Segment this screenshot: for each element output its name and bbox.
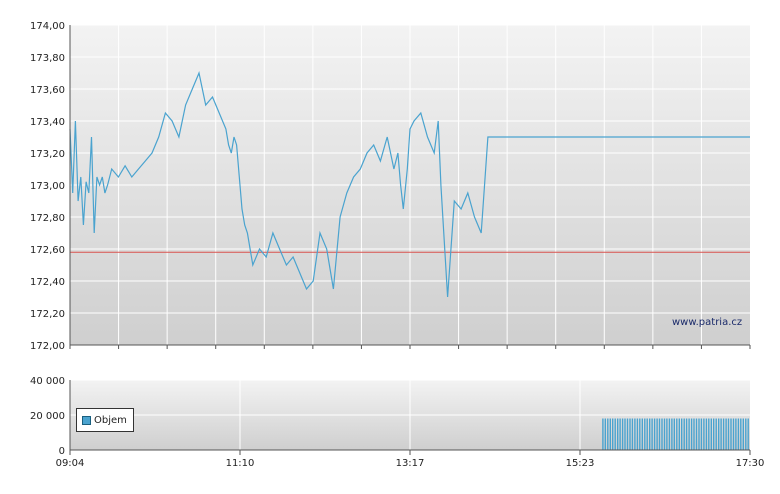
watermark: www.patria.cz [672,317,743,328]
volume-y-tick-label: 0 [59,446,65,457]
volume-bar [700,418,703,450]
volume-bar [685,418,688,450]
volume-bar [715,418,717,450]
volume-bar [720,418,722,450]
volume-bar [656,418,658,450]
volume-bar [639,418,641,450]
volume-bar [604,418,606,450]
volume-bar [612,418,614,450]
volume-bar [607,418,609,450]
price-y-tick-label: 172,20 [30,309,65,320]
price-y-tick-label: 172,00 [30,341,65,352]
price-y-tick-label: 173,00 [30,181,65,192]
volume-bar [690,418,693,450]
time-x-axis: 09:04 11:10 13:17 15:23 17:30 [56,450,765,469]
volume-bar [644,418,646,450]
time-x-tick-label: 15:23 [566,458,595,469]
volume-bar [725,418,727,450]
volume-bar [703,418,705,450]
volume-bar [688,418,690,450]
volume-bar [678,418,680,450]
volume-bar [698,418,700,450]
volume-bar [641,418,643,450]
price-y-tick-label: 173,60 [30,85,65,96]
volume-y-tick-label: 40 000 [30,376,65,387]
volume-bar [708,418,710,450]
volume-y-tick-label: 20 000 [30,411,65,422]
time-x-tick-label: 09:04 [56,458,85,469]
volume-bar [681,418,683,450]
volume-bar [617,418,619,450]
volume-bar [730,418,732,450]
volume-bar [683,418,685,450]
volume-bar [646,418,648,450]
price-y-tick-label: 174,00 [30,21,65,32]
volume-bar [727,418,730,450]
price-y-tick-label: 172,80 [30,213,65,224]
volume-bar [651,418,653,450]
volume-bar [737,418,740,450]
time-x-tick-label: 13:17 [396,458,425,469]
volume-bar [710,418,712,450]
volume-bar [718,418,720,450]
volume-bar [653,418,656,450]
volume-bar [676,418,678,450]
volume-bar [666,418,668,450]
volume-bar [705,418,708,450]
volume-bar [668,418,671,450]
volume-legend-swatch [82,415,91,425]
volume-bar [634,418,636,450]
volume-bar [636,418,639,450]
volume-bar [619,418,621,450]
volume-bar [631,418,634,450]
volume-plot [70,379,750,451]
volume-bar [745,418,747,450]
volume-bar [671,418,673,450]
volume-bar [626,418,629,450]
volume-legend: Objem [76,408,134,432]
volume-bar [742,418,744,450]
volume-bar [732,418,735,450]
price-y-tick-label: 173,40 [30,117,65,128]
volume-bar [614,418,616,450]
volume-bar [602,418,604,450]
price-series-line [69,70,750,298]
volume-bar [609,418,611,450]
volume-bar [713,418,715,450]
price-plot [69,24,750,346]
time-x-tick-label: 17:30 [736,458,765,469]
price-y-tick-label: 173,20 [30,149,65,160]
volume-bar [693,418,695,450]
price-y-tick-label: 172,40 [30,277,65,288]
volume-bar [621,418,624,450]
volume-bar [649,418,651,450]
time-x-tick-label: 11:10 [226,458,255,469]
volume-bar [747,418,749,450]
volume-bar [658,418,661,450]
price-y-tick-label: 172,60 [30,245,65,256]
volume-bar [695,418,698,450]
volume-bar [663,418,666,450]
price-y-tick-label: 173,80 [30,53,65,64]
volume-bar [722,418,725,450]
volume-bar [673,418,675,450]
volume-bar [629,418,631,450]
volume-bar [661,418,663,450]
volume-bar [735,418,737,450]
volume-bar [624,418,626,450]
volume-legend-label: Objem [94,414,127,426]
volume-bar [740,418,742,450]
price-y-axis: 174,00 173,80 173,60 173,40 173,20 173,00 172,… [30,21,751,352]
